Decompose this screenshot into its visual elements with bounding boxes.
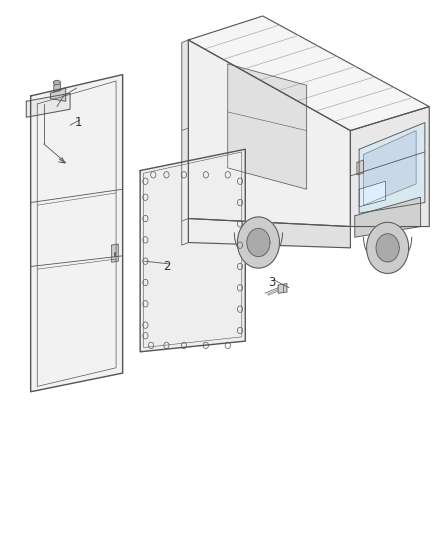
Polygon shape (31, 75, 123, 392)
Polygon shape (188, 40, 350, 227)
Polygon shape (188, 16, 429, 131)
Polygon shape (350, 107, 429, 227)
Polygon shape (247, 229, 270, 256)
Polygon shape (237, 217, 279, 268)
Text: 1: 1 (75, 116, 83, 129)
Text: 3: 3 (268, 276, 275, 289)
Polygon shape (26, 93, 70, 117)
Polygon shape (228, 64, 307, 189)
Polygon shape (278, 284, 287, 293)
Polygon shape (140, 149, 245, 352)
Polygon shape (188, 219, 350, 248)
Polygon shape (376, 234, 399, 262)
Ellipse shape (53, 80, 60, 85)
Polygon shape (359, 123, 425, 213)
Polygon shape (367, 222, 409, 273)
Polygon shape (54, 83, 60, 92)
Polygon shape (364, 131, 416, 205)
Polygon shape (359, 181, 385, 207)
Polygon shape (357, 160, 364, 175)
Polygon shape (50, 88, 66, 101)
Polygon shape (355, 197, 420, 237)
Polygon shape (182, 40, 188, 245)
Text: 2: 2 (162, 260, 170, 273)
Polygon shape (112, 244, 118, 262)
